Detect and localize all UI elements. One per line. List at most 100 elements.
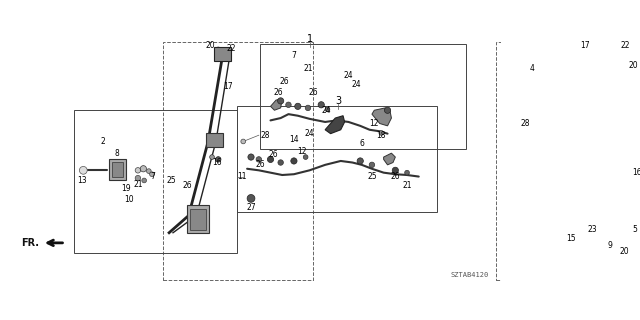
Text: 4: 4 (529, 64, 534, 73)
Bar (109, 159, 126, 180)
Text: 26: 26 (308, 88, 318, 97)
Text: 20: 20 (619, 247, 628, 256)
Text: 6: 6 (359, 139, 364, 148)
Circle shape (545, 139, 550, 144)
Text: 28: 28 (260, 131, 270, 140)
Bar (190, 209, 206, 230)
Circle shape (385, 107, 390, 113)
Text: 26: 26 (390, 172, 400, 181)
Circle shape (605, 220, 611, 226)
Circle shape (135, 175, 141, 181)
Text: 3: 3 (335, 96, 342, 106)
Bar (496, 42, 640, 280)
Circle shape (79, 166, 87, 174)
Text: 15: 15 (566, 235, 575, 244)
Bar (112, 162, 123, 177)
Text: 22: 22 (227, 44, 236, 53)
Circle shape (285, 102, 291, 108)
Circle shape (241, 139, 246, 144)
Circle shape (224, 50, 228, 55)
Circle shape (612, 220, 617, 224)
Bar (206, 133, 223, 147)
Circle shape (392, 167, 399, 173)
Polygon shape (372, 108, 392, 126)
Bar (187, 205, 209, 233)
Text: 26: 26 (273, 88, 283, 97)
Text: 16: 16 (632, 168, 640, 177)
Circle shape (216, 157, 221, 162)
Text: 17: 17 (223, 82, 232, 91)
Circle shape (357, 158, 364, 164)
Circle shape (618, 55, 625, 61)
Text: 14: 14 (289, 135, 299, 144)
Circle shape (147, 169, 151, 173)
Text: 1: 1 (307, 34, 312, 44)
Circle shape (325, 107, 330, 112)
Text: 28: 28 (521, 119, 531, 128)
Text: 7: 7 (150, 172, 155, 181)
Circle shape (318, 102, 324, 108)
Circle shape (140, 166, 147, 172)
Circle shape (592, 52, 600, 60)
Circle shape (256, 157, 262, 162)
Circle shape (632, 159, 638, 166)
Text: 21: 21 (303, 64, 313, 73)
Circle shape (379, 131, 383, 135)
Text: 24: 24 (351, 80, 361, 89)
Text: 25: 25 (166, 176, 176, 185)
Circle shape (247, 195, 255, 202)
Circle shape (611, 50, 617, 57)
Text: 20: 20 (205, 41, 215, 50)
Text: SZTAB4120: SZTAB4120 (451, 272, 489, 278)
Circle shape (210, 155, 214, 159)
Circle shape (593, 220, 599, 227)
Text: 24: 24 (321, 106, 331, 115)
Text: 12: 12 (297, 147, 307, 156)
Text: 12: 12 (369, 119, 379, 128)
Text: 20: 20 (628, 61, 638, 70)
Circle shape (278, 98, 284, 104)
Circle shape (303, 155, 308, 159)
Text: 26: 26 (280, 77, 289, 86)
Text: 17: 17 (580, 41, 589, 50)
Circle shape (618, 220, 625, 227)
Circle shape (248, 154, 254, 160)
Circle shape (600, 49, 607, 56)
Text: 9: 9 (607, 241, 612, 250)
Text: 7: 7 (291, 51, 296, 60)
Text: FR.: FR. (21, 238, 39, 248)
Bar (214, 47, 231, 61)
Circle shape (142, 178, 147, 183)
Text: 25: 25 (367, 172, 377, 181)
Text: 16: 16 (212, 158, 221, 167)
Text: 21: 21 (133, 180, 143, 189)
Circle shape (278, 160, 284, 165)
Bar (237, 106, 436, 212)
Text: 24: 24 (344, 71, 353, 80)
Text: 8: 8 (115, 149, 119, 158)
Circle shape (291, 158, 297, 164)
Text: 23: 23 (588, 225, 598, 234)
Circle shape (135, 168, 141, 173)
Bar (74, 110, 237, 253)
Circle shape (294, 103, 301, 109)
Text: 22: 22 (621, 41, 630, 50)
Circle shape (404, 170, 410, 175)
Text: 26: 26 (268, 150, 278, 159)
Text: 26: 26 (182, 181, 192, 190)
Text: 2: 2 (100, 137, 105, 146)
Circle shape (150, 172, 154, 177)
Text: 24: 24 (305, 129, 314, 138)
Text: 5: 5 (632, 225, 637, 234)
Circle shape (268, 156, 274, 163)
Text: 13: 13 (77, 176, 86, 185)
Polygon shape (325, 116, 344, 134)
Circle shape (305, 105, 310, 111)
Polygon shape (383, 153, 396, 165)
Circle shape (369, 162, 374, 168)
Polygon shape (590, 56, 621, 71)
Text: 18: 18 (376, 132, 386, 140)
Text: 26: 26 (255, 160, 265, 169)
Circle shape (215, 47, 221, 53)
Polygon shape (271, 99, 282, 110)
